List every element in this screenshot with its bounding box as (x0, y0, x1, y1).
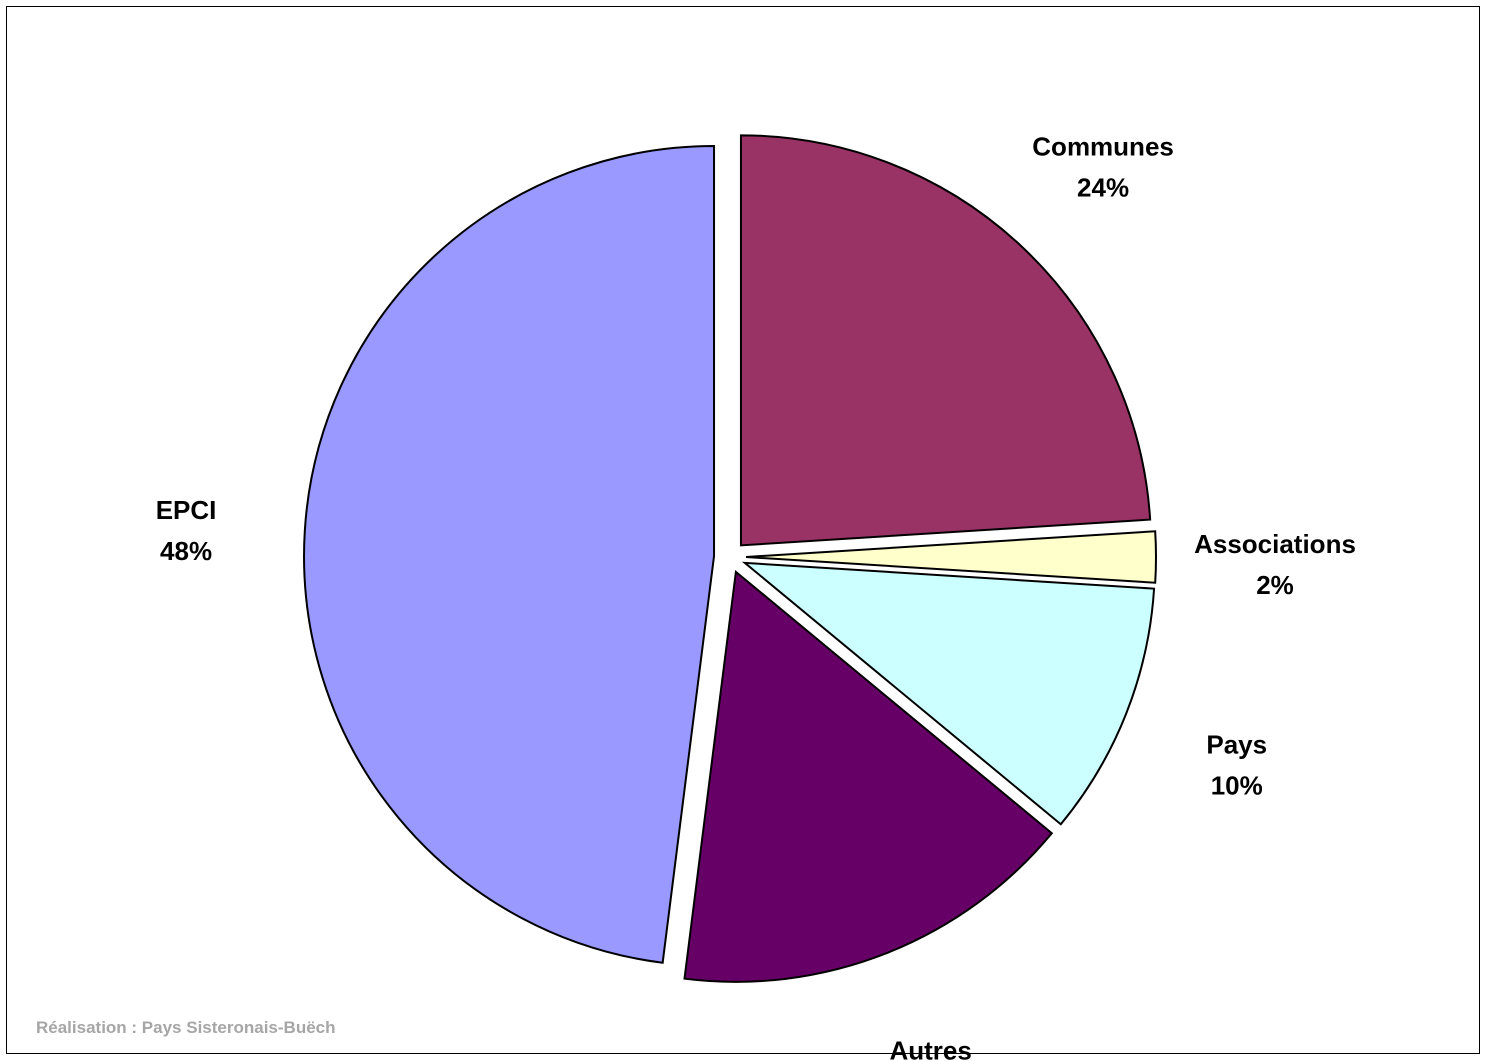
slice-label-communes: Communes 24% (1032, 132, 1174, 203)
pie-slice-communes (739, 134, 1152, 547)
slice-label-associations: Associations 2% (1194, 529, 1356, 600)
slice-label-percent: 24% (1077, 173, 1129, 203)
slice-label-name: Autres (889, 1036, 971, 1061)
slice-label-name: EPCI (156, 495, 217, 525)
pie-slice-epci (303, 144, 716, 964)
slice-label-name: Pays (1206, 730, 1267, 760)
slice-label-autres: Autres16% (889, 1036, 971, 1061)
slice-label-name: Communes (1032, 132, 1174, 162)
credit-text: Réalisation : Pays Sisteronais-Buëch (36, 1018, 336, 1037)
pie-slices (303, 134, 1157, 983)
slice-label-percent: 48% (160, 536, 212, 566)
slice-label-percent: 2% (1256, 570, 1294, 600)
pie-slice-associations (745, 530, 1157, 584)
slice-label-percent: 10% (1211, 771, 1263, 801)
slice-label-pays: Pays 10% (1206, 730, 1267, 801)
pie-slice-autres (683, 569, 1054, 983)
pie-labels: Communes 24% Associations 2% Pays 10% Autres16… (156, 132, 1356, 1061)
slice-label-epci: EPCI 48% (156, 495, 217, 566)
pie-slice-pays (741, 561, 1156, 826)
slice-label-name: Associations (1194, 529, 1356, 559)
